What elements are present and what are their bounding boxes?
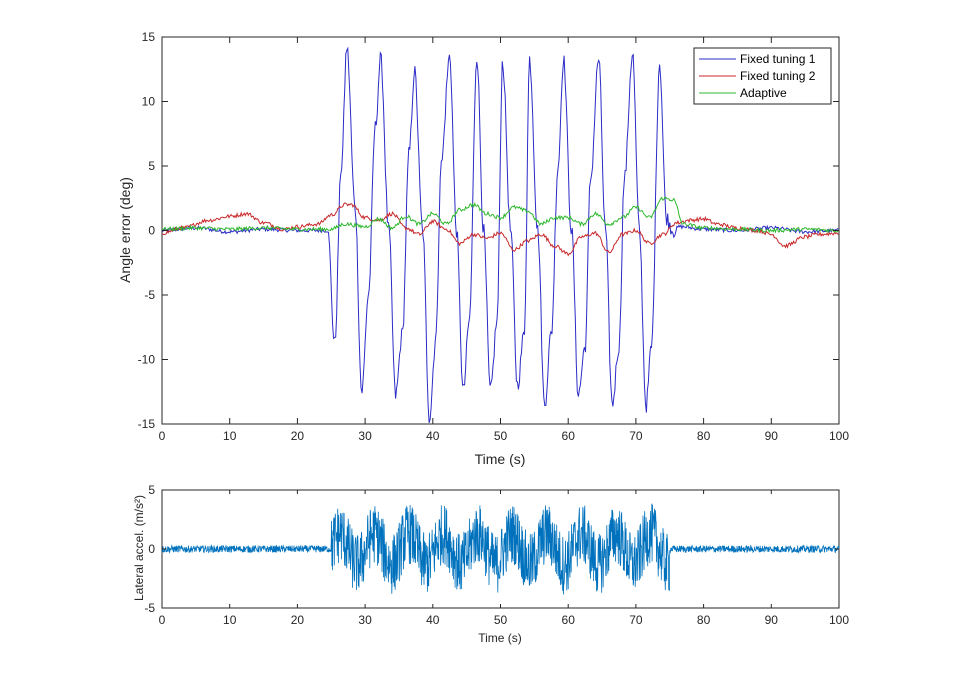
y-tick-label: 5 — [148, 483, 155, 497]
series-lateral-accel — [161, 503, 840, 595]
y-tick-label: 0 — [148, 542, 155, 556]
x-tick-label: 60 — [562, 429, 576, 443]
x-tick-label: 100 — [829, 613, 849, 627]
bottom-x-ticks: 0 10 20 30 40 50 60 70 80 90 100 — [159, 490, 849, 627]
x-tick-label: 90 — [765, 429, 779, 443]
legend: Fixed tuning 1 Fixed tuning 2 Adaptive — [693, 47, 832, 105]
bottom-y-ticks: -5 0 5 — [144, 483, 839, 615]
top-axes: 0 10 20 30 40 50 60 70 80 90 100 -15 -10 -5 0 5 10 15 Ti… — [117, 30, 849, 467]
x-tick-label: 90 — [765, 613, 779, 627]
top-x-axis-label: Time (s) — [475, 451, 526, 467]
x-tick-label: 80 — [697, 613, 711, 627]
y-tick-label: -5 — [144, 288, 155, 302]
x-tick-label: 0 — [159, 613, 166, 627]
top-series-group — [161, 46, 839, 423]
legend-label-fixed-tuning-1: Fixed tuning 1 — [740, 52, 816, 66]
y-tick-label: -15 — [138, 417, 156, 431]
y-tick-label: 10 — [142, 95, 156, 109]
bottom-axes: 0 10 20 30 40 50 60 70 80 90 100 -5 0 5 Time (s) Lat… — [132, 483, 849, 645]
y-tick-label: 0 — [148, 224, 155, 238]
legend-label-fixed-tuning-2: Fixed tuning 2 — [740, 69, 816, 83]
x-tick-label: 70 — [629, 429, 643, 443]
x-tick-label: 10 — [223, 429, 237, 443]
x-tick-label: 60 — [562, 613, 576, 627]
x-tick-label: 10 — [223, 613, 237, 627]
x-tick-label: 20 — [291, 429, 305, 443]
top-x-ticks: 0 10 20 30 40 50 60 70 80 90 100 — [159, 37, 849, 443]
top-y-ticks: -15 -10 -5 0 5 10 15 — [138, 30, 839, 431]
x-tick-label: 20 — [291, 613, 305, 627]
x-tick-label: 70 — [629, 613, 643, 627]
x-tick-label: 40 — [426, 613, 440, 627]
y-tick-label: -10 — [138, 353, 156, 367]
legend-label-adaptive: Adaptive — [740, 86, 787, 100]
x-tick-label: 50 — [494, 429, 508, 443]
bottom-series-group — [161, 503, 840, 595]
x-tick-label: 30 — [358, 429, 372, 443]
bottom-y-axis-label: Lateral accel. (m/s²) — [132, 495, 146, 601]
y-tick-label: 5 — [148, 159, 155, 173]
x-tick-label: 0 — [159, 429, 166, 443]
series-adaptive — [161, 196, 839, 234]
bottom-x-axis-label: Time (s) — [478, 631, 522, 645]
x-tick-label: 40 — [426, 429, 440, 443]
x-tick-label: 50 — [494, 613, 508, 627]
y-tick-label: 15 — [142, 30, 156, 44]
x-tick-label: 30 — [358, 613, 372, 627]
x-tick-label: 100 — [829, 429, 849, 443]
x-tick-label: 80 — [697, 429, 711, 443]
y-tick-label: -5 — [144, 601, 155, 615]
top-y-axis-label: Angle error (deg) — [117, 177, 133, 283]
